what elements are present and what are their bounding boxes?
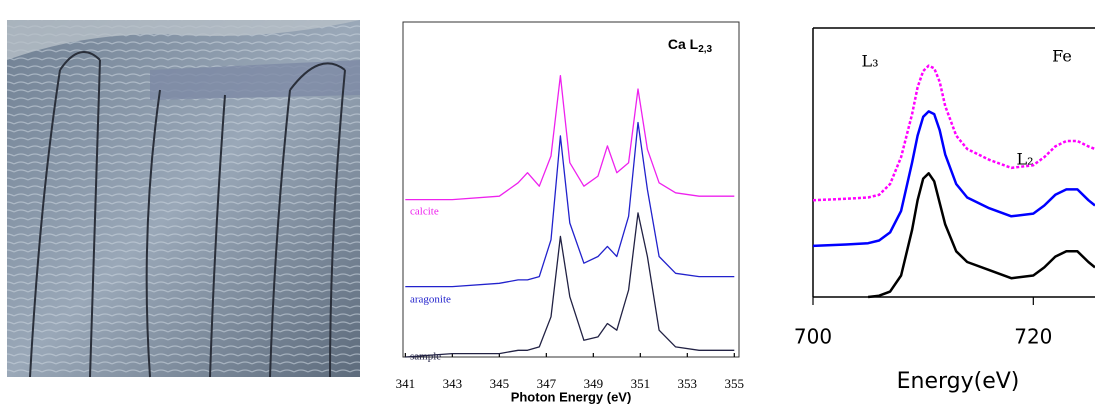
x-tick-label: 351 <box>631 376 651 391</box>
x-tick-label: 349 <box>584 376 604 391</box>
x-tick-label: 341 <box>396 376 416 391</box>
figure: Ca L2,3 Photon Energy (eV) Energy(eV) L₃… <box>0 0 1095 405</box>
x-tick-label: 343 <box>443 376 463 391</box>
x-axis-label: Photon Energy (eV) <box>511 389 632 404</box>
plot-frame <box>403 22 739 357</box>
x-tick-label: 355 <box>725 376 745 391</box>
x-tick-label: 347 <box>537 376 557 391</box>
x-tick-label: 720 <box>1014 325 1052 349</box>
x-tick-label: 700 <box>794 325 832 349</box>
plot-frame <box>813 28 1095 297</box>
annotation: L₃ <box>861 52 878 71</box>
series-label: calcite <box>410 206 439 218</box>
series-line <box>405 123 734 287</box>
annotation: L₂ <box>1016 150 1033 169</box>
series-label: aragonite <box>410 294 451 306</box>
x-tick-label: 345 <box>490 376 510 391</box>
series-line <box>405 213 734 357</box>
series-line <box>405 76 734 200</box>
series-label: sample <box>410 351 441 363</box>
x-tick-label: 353 <box>678 376 698 391</box>
photo <box>7 20 360 377</box>
x-axis-label: Energy(eV) <box>897 369 1020 394</box>
chart-title: Ca L2,3 <box>668 36 713 55</box>
annotation: Fe <box>1052 47 1072 66</box>
